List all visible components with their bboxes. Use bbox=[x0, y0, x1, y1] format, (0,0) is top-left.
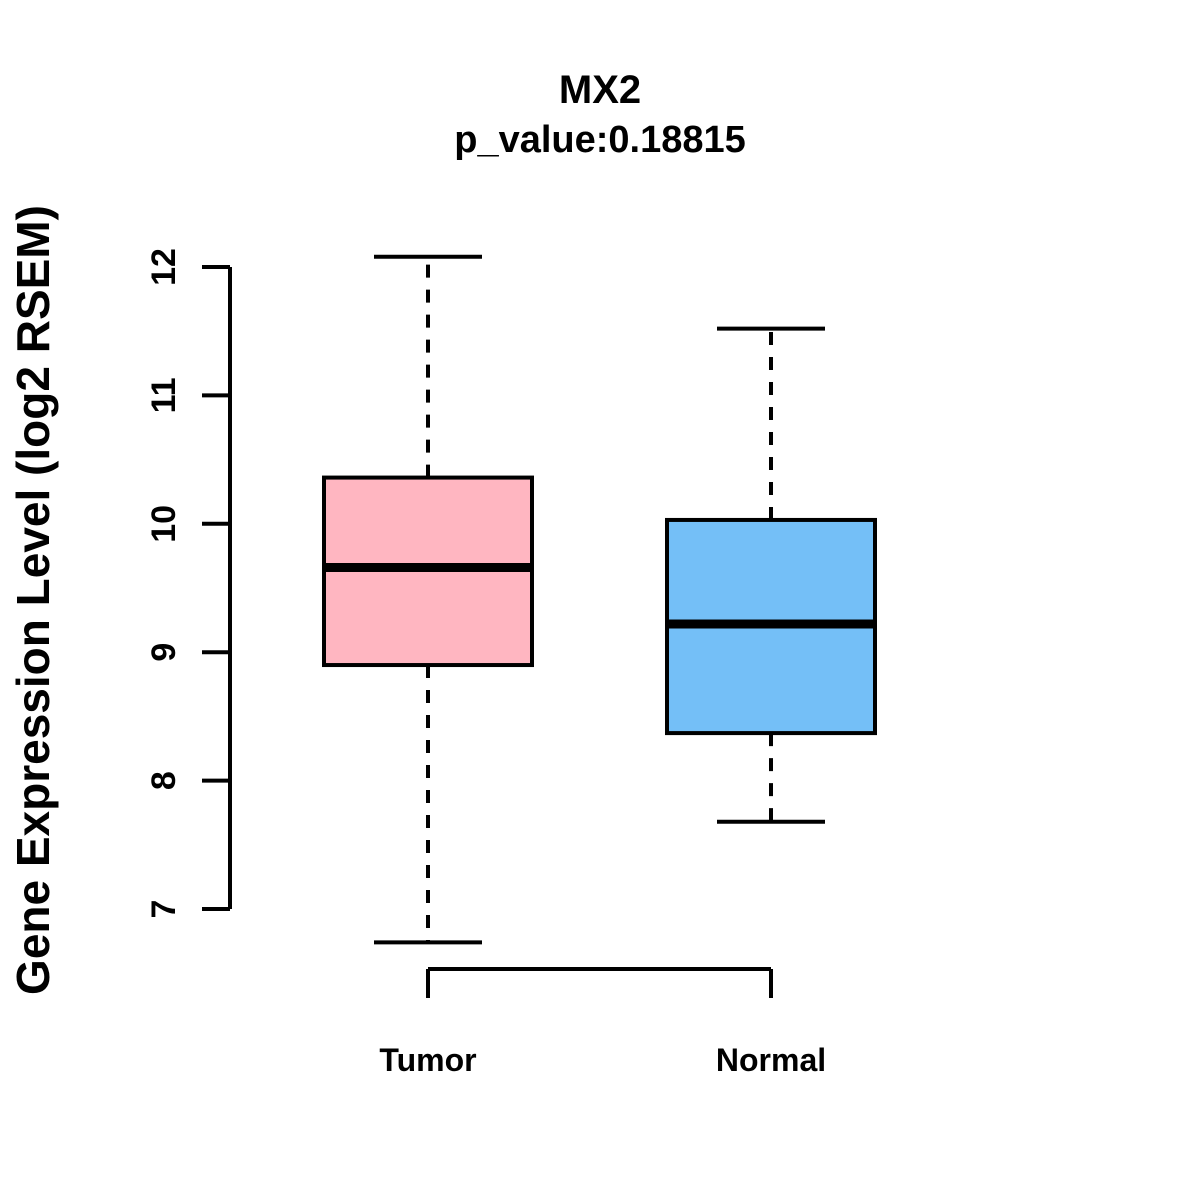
y-axis-tick-label: 8 bbox=[145, 771, 183, 790]
y-axis-tick-label: 7 bbox=[145, 900, 183, 919]
title-block: MX2 p_value:0.18815 bbox=[0, 68, 1200, 162]
category-label-normal: Normal bbox=[716, 1042, 826, 1078]
y-axis-tick-label: 10 bbox=[145, 505, 183, 543]
y-axis-tick-label: 9 bbox=[145, 643, 183, 662]
y-axis-tick-label: 12 bbox=[145, 248, 183, 286]
category-label-tumor: Tumor bbox=[379, 1042, 476, 1078]
plot-subtitle: p_value:0.18815 bbox=[454, 119, 746, 161]
plot-title: MX2 bbox=[558, 68, 642, 112]
y-axis-tick-label: 11 bbox=[145, 377, 183, 413]
